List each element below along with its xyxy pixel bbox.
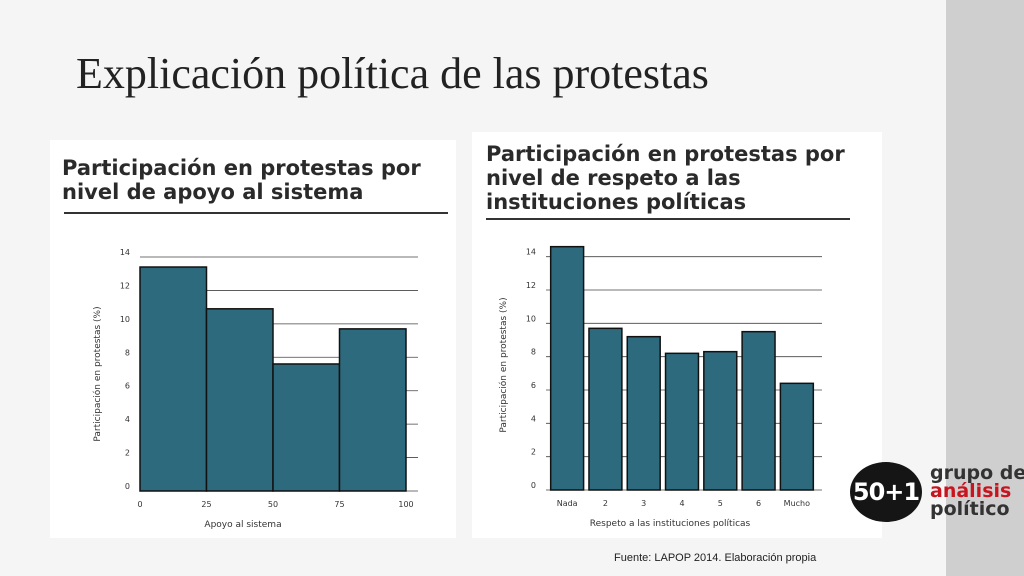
- logo-wordmark: grupo de análisis político: [930, 462, 1024, 520]
- y-tick-label: 14: [526, 248, 536, 257]
- y-tick-label: 8: [531, 348, 536, 357]
- x-tick-label: 0: [137, 500, 142, 509]
- y-tick-label: 8: [125, 348, 130, 357]
- y-tick-label: 10: [120, 315, 130, 324]
- bar: [205, 308, 274, 492]
- x-tick-label: 5: [718, 499, 723, 508]
- y-tick-label: 6: [125, 382, 130, 391]
- y-tick-label: 4: [531, 414, 536, 423]
- bar: [664, 352, 700, 491]
- y-axis-label: Participación en protestas (%): [498, 297, 509, 432]
- x-tick-label: 100: [398, 500, 413, 509]
- logo-line: grupo de: [930, 462, 1024, 484]
- x-tick-label: 6: [756, 499, 761, 508]
- y-axis-label: Participación en protestas (%): [92, 306, 103, 441]
- bar: [741, 330, 776, 491]
- chart-panel-apoyo: Participación en protestas por nivel de …: [50, 140, 456, 538]
- bar-chart-apoyo: 0 2 4 6 8 10 12 14 0 25 50 75 100 Apoyo al sistema Par…: [92, 248, 418, 530]
- y-tick-label: 2: [125, 449, 130, 458]
- source-note: Fuente: LAPOP 2014. Elaboración propia: [614, 552, 817, 564]
- y-tick-label: 6: [531, 381, 536, 390]
- y-tick-label: 10: [526, 314, 536, 323]
- right-edge-strip: [946, 0, 1024, 576]
- x-axis-label: Apoyo al sistema: [204, 520, 281, 530]
- title-underline: [486, 218, 850, 220]
- x-tick-label: 2: [603, 499, 608, 508]
- bar: [703, 350, 738, 491]
- bar: [338, 328, 407, 492]
- title-underline: [64, 212, 448, 214]
- logo-line: político: [930, 498, 1010, 520]
- bar: [779, 382, 815, 491]
- logo-line: análisis: [930, 480, 1012, 502]
- bar: [139, 266, 208, 492]
- bar-chart-respeto: 0 2 4 6 8 10 12 14 Nada 2 3 4 5 6 Mucho Respeto a las i…: [498, 245, 822, 529]
- bar: [549, 245, 585, 491]
- x-tick-label: Nada: [557, 499, 578, 508]
- slide-title: Explicación política de las protestas: [76, 49, 709, 98]
- x-tick-label: 4: [679, 499, 684, 508]
- bar: [588, 327, 623, 491]
- chart-panel-respeto: Participación en protestas por nivel de …: [472, 132, 882, 538]
- x-axis-label: Respeto a las instituciones políticas: [590, 519, 751, 529]
- x-tick-label: 50: [268, 500, 278, 509]
- y-tick-label: 14: [120, 248, 130, 257]
- y-tick-label: 4: [125, 415, 130, 424]
- chart-title: Participación en protestas por nivel de …: [62, 156, 421, 204]
- x-tick-label: Mucho: [784, 499, 810, 508]
- bar: [272, 363, 341, 492]
- y-tick-label: 0: [531, 481, 536, 490]
- logo-mark: 50+1: [850, 462, 922, 522]
- x-tick-label: 75: [334, 500, 344, 509]
- y-tick-label: 12: [120, 281, 130, 290]
- y-tick-label: 2: [531, 448, 536, 457]
- y-tick-label: 0: [125, 482, 130, 491]
- logo: 50+1 grupo de análisis político: [850, 462, 1024, 522]
- x-tick-label: 3: [641, 499, 646, 508]
- y-tick-label: 12: [526, 281, 536, 290]
- bar: [626, 335, 661, 491]
- x-tick-label: 25: [201, 500, 211, 509]
- chart-title: Participación en protestas por nivel de …: [486, 142, 845, 214]
